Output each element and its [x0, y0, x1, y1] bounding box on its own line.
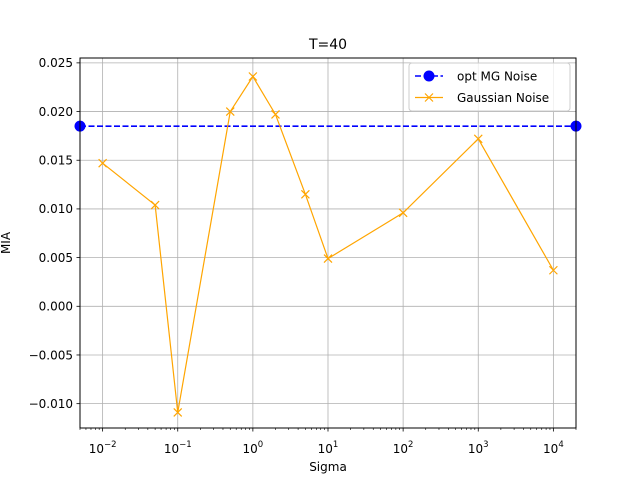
data-point	[323, 254, 333, 264]
legend: opt MG Noise Gaussian Noise	[408, 62, 571, 112]
y-tick-label: 0.005	[39, 251, 73, 265]
data-point	[98, 158, 108, 168]
legend-marker	[424, 93, 434, 102]
data-point	[548, 265, 558, 275]
y-tick-label: 0.020	[39, 105, 73, 119]
x-tick-label: 100	[243, 440, 264, 456]
x-axis-label: Sigma	[309, 460, 347, 474]
data-point	[398, 208, 408, 218]
data-point	[300, 189, 310, 199]
legend-label: Gaussian Noise	[457, 91, 549, 105]
y-tick-label: −0.005	[29, 348, 73, 362]
legend-marker	[423, 70, 435, 82]
series-layer	[74, 72, 582, 417]
data-point	[225, 107, 235, 116]
data-point	[248, 72, 258, 81]
x-tick-label: 10−2	[89, 440, 117, 456]
data-point	[473, 134, 483, 144]
x-tick-label: 10−1	[164, 440, 192, 456]
x-tick-label: 101	[318, 440, 339, 456]
x-tick-label: 104	[543, 440, 564, 456]
x-tick-label: 102	[393, 440, 414, 456]
y-axis-label: MIA	[0, 231, 13, 254]
legend-label: opt MG Noise	[457, 69, 537, 83]
y-tick-label: 0.010	[39, 202, 73, 216]
axis-ticks: 10−2 10−1 100 101 102 103 104 −0.010 −0.005 0.000…	[29, 56, 577, 456]
y-tick-label: 0.000	[39, 300, 73, 314]
chart-title: T=40	[308, 37, 347, 53]
x-tick-label: 103	[468, 440, 489, 456]
legend-box	[408, 62, 571, 112]
data-point	[150, 200, 160, 210]
data-point	[173, 407, 183, 417]
y-tick-label: 0.025	[39, 56, 73, 70]
y-tick-label: −0.010	[29, 397, 73, 411]
data-point	[271, 110, 280, 119]
y-tick-label: 0.015	[39, 154, 73, 168]
